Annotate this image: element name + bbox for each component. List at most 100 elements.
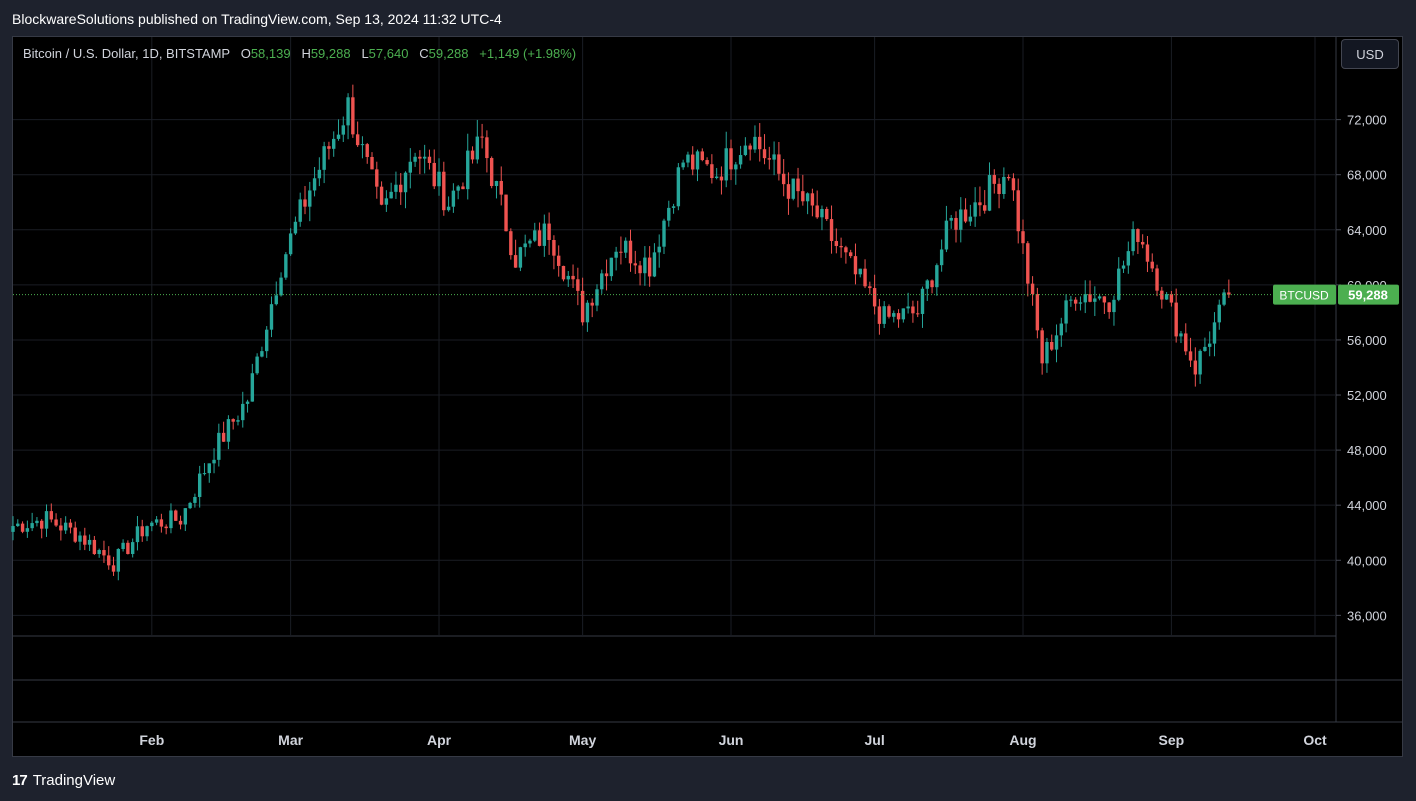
candle-body bbox=[518, 247, 523, 268]
candle-body bbox=[1212, 322, 1217, 344]
candle-body bbox=[164, 526, 168, 529]
candle-body bbox=[1126, 251, 1131, 266]
candle-body bbox=[130, 542, 135, 554]
candle-body bbox=[322, 146, 326, 170]
candle-body bbox=[121, 542, 125, 550]
candle-body bbox=[35, 520, 39, 524]
candle-body bbox=[360, 144, 365, 146]
candle-body bbox=[954, 217, 958, 230]
candle-body bbox=[509, 231, 513, 256]
x-tick-label: May bbox=[569, 732, 596, 748]
candle-body bbox=[839, 245, 843, 248]
candle-body bbox=[379, 186, 384, 205]
candle-body bbox=[959, 209, 963, 230]
candle-body bbox=[274, 295, 278, 305]
candle-body bbox=[911, 306, 915, 314]
candle-body bbox=[714, 176, 719, 179]
candle-body bbox=[762, 149, 767, 159]
candle-body bbox=[355, 134, 360, 146]
candle-body bbox=[102, 550, 106, 556]
candle-body bbox=[231, 419, 235, 422]
candle-body bbox=[494, 180, 499, 187]
candle-body bbox=[403, 172, 408, 193]
candle-body bbox=[1174, 302, 1178, 337]
candle-body bbox=[312, 178, 317, 191]
candle-body bbox=[968, 216, 973, 222]
candle-body bbox=[882, 306, 886, 324]
candle-body bbox=[73, 527, 77, 542]
candle-body bbox=[580, 290, 585, 323]
candle-body bbox=[901, 308, 906, 320]
candle-body bbox=[973, 202, 977, 217]
candle-body bbox=[346, 97, 350, 126]
candle-body bbox=[288, 233, 293, 255]
y-tick-label: 56,000 bbox=[1347, 333, 1387, 348]
candle-body bbox=[20, 523, 25, 532]
candle-body bbox=[748, 145, 752, 150]
candle-body bbox=[1064, 300, 1068, 324]
candle-body bbox=[944, 220, 949, 250]
currency-button[interactable]: USD bbox=[1341, 39, 1399, 69]
candle-body bbox=[863, 268, 867, 287]
candle-body bbox=[906, 306, 910, 309]
candle-body bbox=[533, 230, 537, 241]
candle-body bbox=[408, 161, 413, 173]
price-tag-bg bbox=[1338, 284, 1399, 305]
candle-body bbox=[264, 329, 269, 352]
candle-body bbox=[427, 156, 432, 163]
candle-body bbox=[949, 217, 953, 221]
candle-body bbox=[700, 151, 704, 161]
symbol-label[interactable]: Bitcoin / U.S. Dollar, 1D, BITSTAMP bbox=[23, 46, 230, 61]
close-label: C bbox=[419, 46, 429, 61]
candle-body bbox=[365, 144, 369, 157]
candle-body bbox=[241, 403, 245, 421]
y-tick-label: 52,000 bbox=[1347, 388, 1387, 403]
candle-body bbox=[169, 510, 173, 529]
candle-body bbox=[193, 496, 197, 503]
candle-body bbox=[499, 180, 503, 195]
candle-body bbox=[154, 519, 159, 523]
candle-body bbox=[207, 463, 211, 474]
open-label: O bbox=[240, 46, 251, 61]
candle-body bbox=[633, 263, 637, 266]
candle-body bbox=[489, 158, 494, 187]
candle-body bbox=[54, 519, 58, 526]
candle-body bbox=[422, 156, 427, 159]
symbol-tag-label: BTCUSD bbox=[1279, 289, 1329, 303]
tradingview-logo-icon: 17 bbox=[12, 771, 28, 789]
candle-body bbox=[221, 432, 226, 442]
candle-body bbox=[935, 265, 939, 288]
candle-body bbox=[456, 186, 460, 191]
candle-body bbox=[1155, 268, 1159, 291]
candle-body bbox=[585, 302, 590, 323]
candle-body bbox=[590, 302, 594, 306]
candle-body bbox=[116, 549, 121, 572]
candle-body bbox=[1179, 333, 1183, 337]
candle-body bbox=[174, 510, 178, 521]
footer-brand[interactable]: 17 TradingView bbox=[12, 770, 115, 790]
candle-body bbox=[470, 150, 475, 160]
candle-body bbox=[394, 184, 398, 192]
candle-body bbox=[188, 502, 192, 509]
candle-body bbox=[997, 183, 1001, 194]
candle-body bbox=[226, 419, 231, 442]
candle-body bbox=[451, 190, 456, 207]
y-tick-label: 36,000 bbox=[1347, 608, 1387, 623]
x-tick-label: Oct bbox=[1303, 732, 1327, 748]
x-tick-label: Jul bbox=[865, 732, 885, 748]
candle-body bbox=[1088, 294, 1092, 302]
x-tick-label: Sep bbox=[1159, 732, 1185, 748]
candle-body bbox=[202, 473, 207, 475]
candle-body bbox=[389, 191, 393, 199]
candle-body bbox=[1193, 360, 1198, 375]
candle-body bbox=[1002, 176, 1006, 194]
candle-body bbox=[432, 162, 436, 187]
candle-body bbox=[691, 154, 695, 170]
candle-body bbox=[284, 254, 288, 278]
candle-body bbox=[351, 97, 355, 135]
candle-body bbox=[437, 171, 441, 187]
candle-body bbox=[78, 535, 82, 542]
candle-body bbox=[1102, 296, 1107, 303]
candle-body bbox=[1045, 341, 1049, 364]
